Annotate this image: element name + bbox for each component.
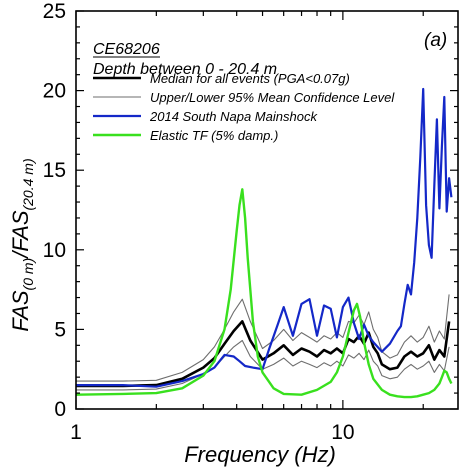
legend-label-median: Median for all events (PGA<0.07g) (150, 71, 350, 86)
y-axis-title-subscript: (0 m) (20, 258, 36, 291)
panel-label: (a) (424, 30, 447, 51)
plot-frame (75, 10, 459, 410)
legend-label-napa: 2014 South Napa Mainshock (149, 109, 318, 124)
legend-label-elastic-tf: Elastic TF (5% damp.) (150, 128, 278, 143)
series-line-3 (76, 87, 453, 388)
station-label: CE68206 (93, 41, 160, 58)
depth-label: Depth between 0 - 20.4 m (93, 61, 277, 78)
y-tick-label: 25 (43, 0, 66, 23)
y-axis-title: FAS(0 m)/FAS(20.4 m) (8, 158, 36, 331)
y-tick-label: 20 (43, 80, 66, 103)
x-axis-title: Frequency (Hz) (184, 442, 336, 467)
legend: Median for all events (PGA<0.07g) Upper/… (93, 71, 395, 143)
x-tick-label: 1 (70, 421, 82, 444)
y-tick-label: 0 (54, 398, 66, 421)
legend-label-confidence: Upper/Lower 95% Mean Confidence Level (150, 90, 395, 105)
y-axis-title-separator: / (8, 250, 33, 260)
y-axis-title-part: FAS (8, 210, 33, 251)
series-line-0 (76, 320, 451, 388)
series-line-1 (76, 294, 450, 382)
y-axis-title-subscript: (20.4 m) (20, 158, 36, 210)
axes: 0 5 10 15 20 25 1 10 (43, 0, 459, 444)
series-line-4 (75, 188, 453, 399)
y-tick-label: 5 (54, 318, 66, 341)
y-tick-label: 15 (43, 159, 66, 182)
y-tick-label: 10 (43, 239, 66, 262)
y-axis-title-part: FAS (8, 290, 33, 331)
x-tick-label: 10 (331, 421, 354, 444)
series-layer (75, 87, 453, 399)
